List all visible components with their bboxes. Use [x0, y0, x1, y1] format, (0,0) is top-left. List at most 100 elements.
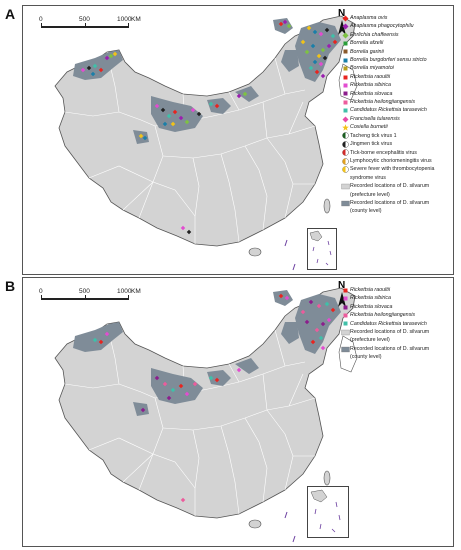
- legend-label: Anaplasma phagocytophilu: [350, 23, 414, 30]
- legend-symbol-icon: [341, 294, 350, 302]
- hainan-island: [248, 519, 262, 529]
- north-label: N: [338, 280, 346, 291]
- legend-item: Candidatus Rickettsia tarasevich: [341, 320, 429, 328]
- legend-item: Rickettsia heilongjiangensis: [341, 98, 435, 106]
- legend-symbol-icon: [341, 328, 350, 336]
- scale-label-500: 500: [79, 16, 90, 23]
- county-level-areas: [73, 290, 341, 416]
- legend-item: (county level): [341, 353, 429, 361]
- legend-item: Jingmen tick virus: [341, 140, 435, 148]
- scale-label-0: 0: [39, 288, 43, 295]
- legend-item: (county level): [341, 207, 435, 215]
- legend-symbol-icon: [341, 149, 350, 157]
- record-point: [86, 65, 92, 71]
- legend-label: Rickettsia heilongjiangensis: [350, 312, 416, 319]
- nine-dash-marks: [284, 239, 310, 271]
- record-point: [90, 71, 96, 77]
- legend-symbol-icon: [341, 123, 350, 131]
- legend-item: Recorded locations of D. silvarum: [341, 199, 435, 207]
- taiwan-island: [323, 470, 331, 486]
- panel-a-label: A: [5, 6, 16, 22]
- scale-unit: KM: [131, 16, 141, 23]
- legend-a: Anaplasma ovis Anaplasma phagocytophilu Eh…: [341, 14, 435, 216]
- legend-label: (county level): [350, 208, 382, 215]
- legend-label: Recorded locations of D. silvarum: [350, 329, 430, 336]
- legend-item: Rickettsia raoultii: [341, 73, 435, 81]
- china-landmass: [54, 15, 356, 247]
- legend-label: (prefecture level): [350, 191, 390, 198]
- legend-item: Rickettsia slovaca: [341, 90, 435, 98]
- legend-label: Borrelia miyamotoi: [350, 65, 394, 72]
- legend-label: Recorded locations of D. silvarum: [350, 345, 430, 352]
- legend-item: Borrelia garinii: [341, 48, 435, 56]
- legend-item: Coxiella burnetii: [341, 123, 435, 131]
- legend-symbol-icon: [341, 81, 350, 89]
- legend-symbol-icon: [341, 31, 350, 39]
- legend-symbol-icon: [341, 165, 350, 173]
- scale-bar-a: 0 500 1000 KM: [39, 16, 159, 32]
- record-point: [80, 67, 86, 73]
- legend-label: Borrelia garinii: [350, 48, 384, 55]
- legend-label: Candidatus Rickettsia tarasevich: [350, 107, 427, 114]
- legend-label: Jingmen tick virus: [350, 141, 393, 148]
- china-map-a: [54, 15, 358, 271]
- legend-label: syndrome virus: [350, 174, 386, 181]
- record-point: [112, 51, 118, 57]
- legend-item: Borrelia miyamotoi: [341, 64, 435, 72]
- legend-label: Rickettsia sibirica: [350, 295, 391, 302]
- legend-symbol-icon: [341, 39, 350, 47]
- legend-spacer: [341, 207, 350, 215]
- legend-symbol-icon: [341, 73, 350, 81]
- legend-item: syndrome virus: [341, 174, 435, 182]
- south-china-sea-inset-b: [307, 486, 349, 538]
- legend-label: Coxiella burnetii: [350, 124, 388, 131]
- legend-label: Lymphocytic choriomeningitis virus: [350, 157, 432, 164]
- legend-symbol-icon: [341, 14, 350, 22]
- legend-label: Ehrlichia chaffeensis: [350, 31, 399, 38]
- record-point: [108, 53, 114, 59]
- legend-label: Borrelia afzelii: [350, 40, 384, 47]
- south-china-sea-inset-a: [307, 228, 337, 270]
- legend-symbol-icon: [341, 115, 350, 123]
- scale-label-1000: 1000: [117, 288, 132, 295]
- pathogen-points-a: [80, 19, 338, 235]
- legend-symbol-icon: [341, 140, 350, 148]
- legend-item: Rickettsia raoultii: [341, 286, 429, 294]
- legend-symbol-icon: [341, 286, 350, 294]
- legend-label: Rickettsia slovaca: [350, 90, 393, 97]
- legend-symbol-icon: [341, 303, 350, 311]
- taiwan-island: [323, 198, 331, 214]
- legend-symbol-icon: [341, 132, 350, 140]
- legend-item: Borrelia burgdorferi sensu stricto: [341, 56, 435, 64]
- legend-label: (county level): [350, 354, 382, 361]
- legend-spacer: [341, 191, 350, 199]
- china-landmass: [54, 287, 356, 519]
- legend-label: Recorded locations of D. silvarum: [350, 183, 430, 190]
- legend-item: Rickettsia sibirica: [341, 81, 435, 89]
- legend-label: Candidatus Rickettsia tarasevich: [350, 320, 427, 327]
- legend-symbol-icon: [341, 22, 350, 30]
- record-point: [98, 67, 104, 73]
- legend-label: Recorded locations of D. silvarum: [350, 199, 430, 206]
- korea-outline: [338, 335, 358, 373]
- legend-label: Francisella tularensis: [350, 115, 400, 122]
- legend-item: Ehrlichia chaffeensis: [341, 31, 435, 39]
- record-point: [92, 63, 98, 69]
- nine-dash-marks: [284, 511, 310, 543]
- legend-label: Rickettsia sibirica: [350, 82, 391, 89]
- legend-item: Borrelia afzelii: [341, 39, 435, 47]
- legend-symbol-icon: [341, 48, 350, 56]
- legend-item: Recorded locations of D. silvarum: [341, 328, 429, 336]
- legend-item: Anaplasma ovis: [341, 14, 435, 22]
- legend-item: Lymphocytic choriomeningitis virus: [341, 157, 435, 165]
- record-point: [138, 133, 144, 139]
- legend-symbol-icon: [341, 311, 350, 319]
- hainan-island: [248, 247, 262, 257]
- legend-label: Rickettsia raoultii: [350, 287, 391, 293]
- legend-item: Rickettsia heilongjiangensis: [341, 311, 429, 319]
- scale-label-0: 0: [39, 16, 43, 23]
- north-arrow-a: N: [333, 8, 351, 36]
- scale-label-500: 500: [79, 288, 90, 295]
- legend-item: Tick-borne encephalitis virus: [341, 149, 435, 157]
- legend-symbol-icon: [341, 64, 350, 72]
